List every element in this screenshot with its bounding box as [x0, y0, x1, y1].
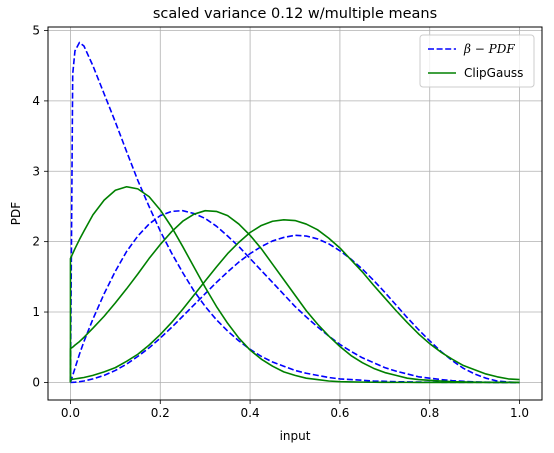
chart-title: scaled variance 0.12 w/multiple means: [153, 6, 437, 22]
beta-pdf-line-mean-0.5: [70, 234, 520, 384]
legend: β − PDF ClipGauss: [419, 34, 535, 88]
legend-beta-pdf-text: − PDF: [471, 42, 515, 56]
axes-frame: [47, 26, 543, 401]
ticks: 0.0 0.2 0.4 0.6 0.8 1.0 0 1 2 3 4 5: [32, 24, 529, 420]
y-tick-label: 1: [32, 305, 40, 319]
x-tick-label: 1.0: [510, 406, 529, 420]
x-axis-label: input: [280, 429, 311, 443]
y-axis-label: PDF: [9, 202, 23, 225]
clipgauss-line-mean-0.15: [69, 185, 520, 384]
y-tick-label: 3: [32, 164, 40, 178]
legend-beta-pdf-label: β − PDF: [463, 42, 515, 56]
y-tick-label: 4: [32, 94, 40, 108]
plot-series: [69, 41, 520, 384]
y-tick-label: 0: [32, 375, 40, 389]
legend-clipgauss-label: ClipGauss: [464, 66, 523, 80]
x-tick-label: 0.6: [330, 406, 349, 420]
y-tick-label: 2: [32, 235, 40, 249]
legend-box: [419, 34, 535, 88]
beta-pdf-line-mean-0.3: [69, 209, 520, 384]
clipgauss-line-mean-0.5: [69, 219, 520, 383]
grid: [48, 27, 542, 400]
x-tick-label: 0.0: [61, 406, 80, 420]
beta-pdf-line-mean-0.15: [69, 41, 520, 384]
x-tick-label: 0.8: [420, 406, 439, 420]
clipgauss-line-mean-0.3: [69, 209, 520, 384]
legend-beta-symbol: β: [463, 42, 471, 56]
x-tick-label: 0.2: [151, 406, 170, 420]
y-tick-label: 5: [32, 24, 40, 38]
x-tick-label: 0.4: [241, 406, 260, 420]
